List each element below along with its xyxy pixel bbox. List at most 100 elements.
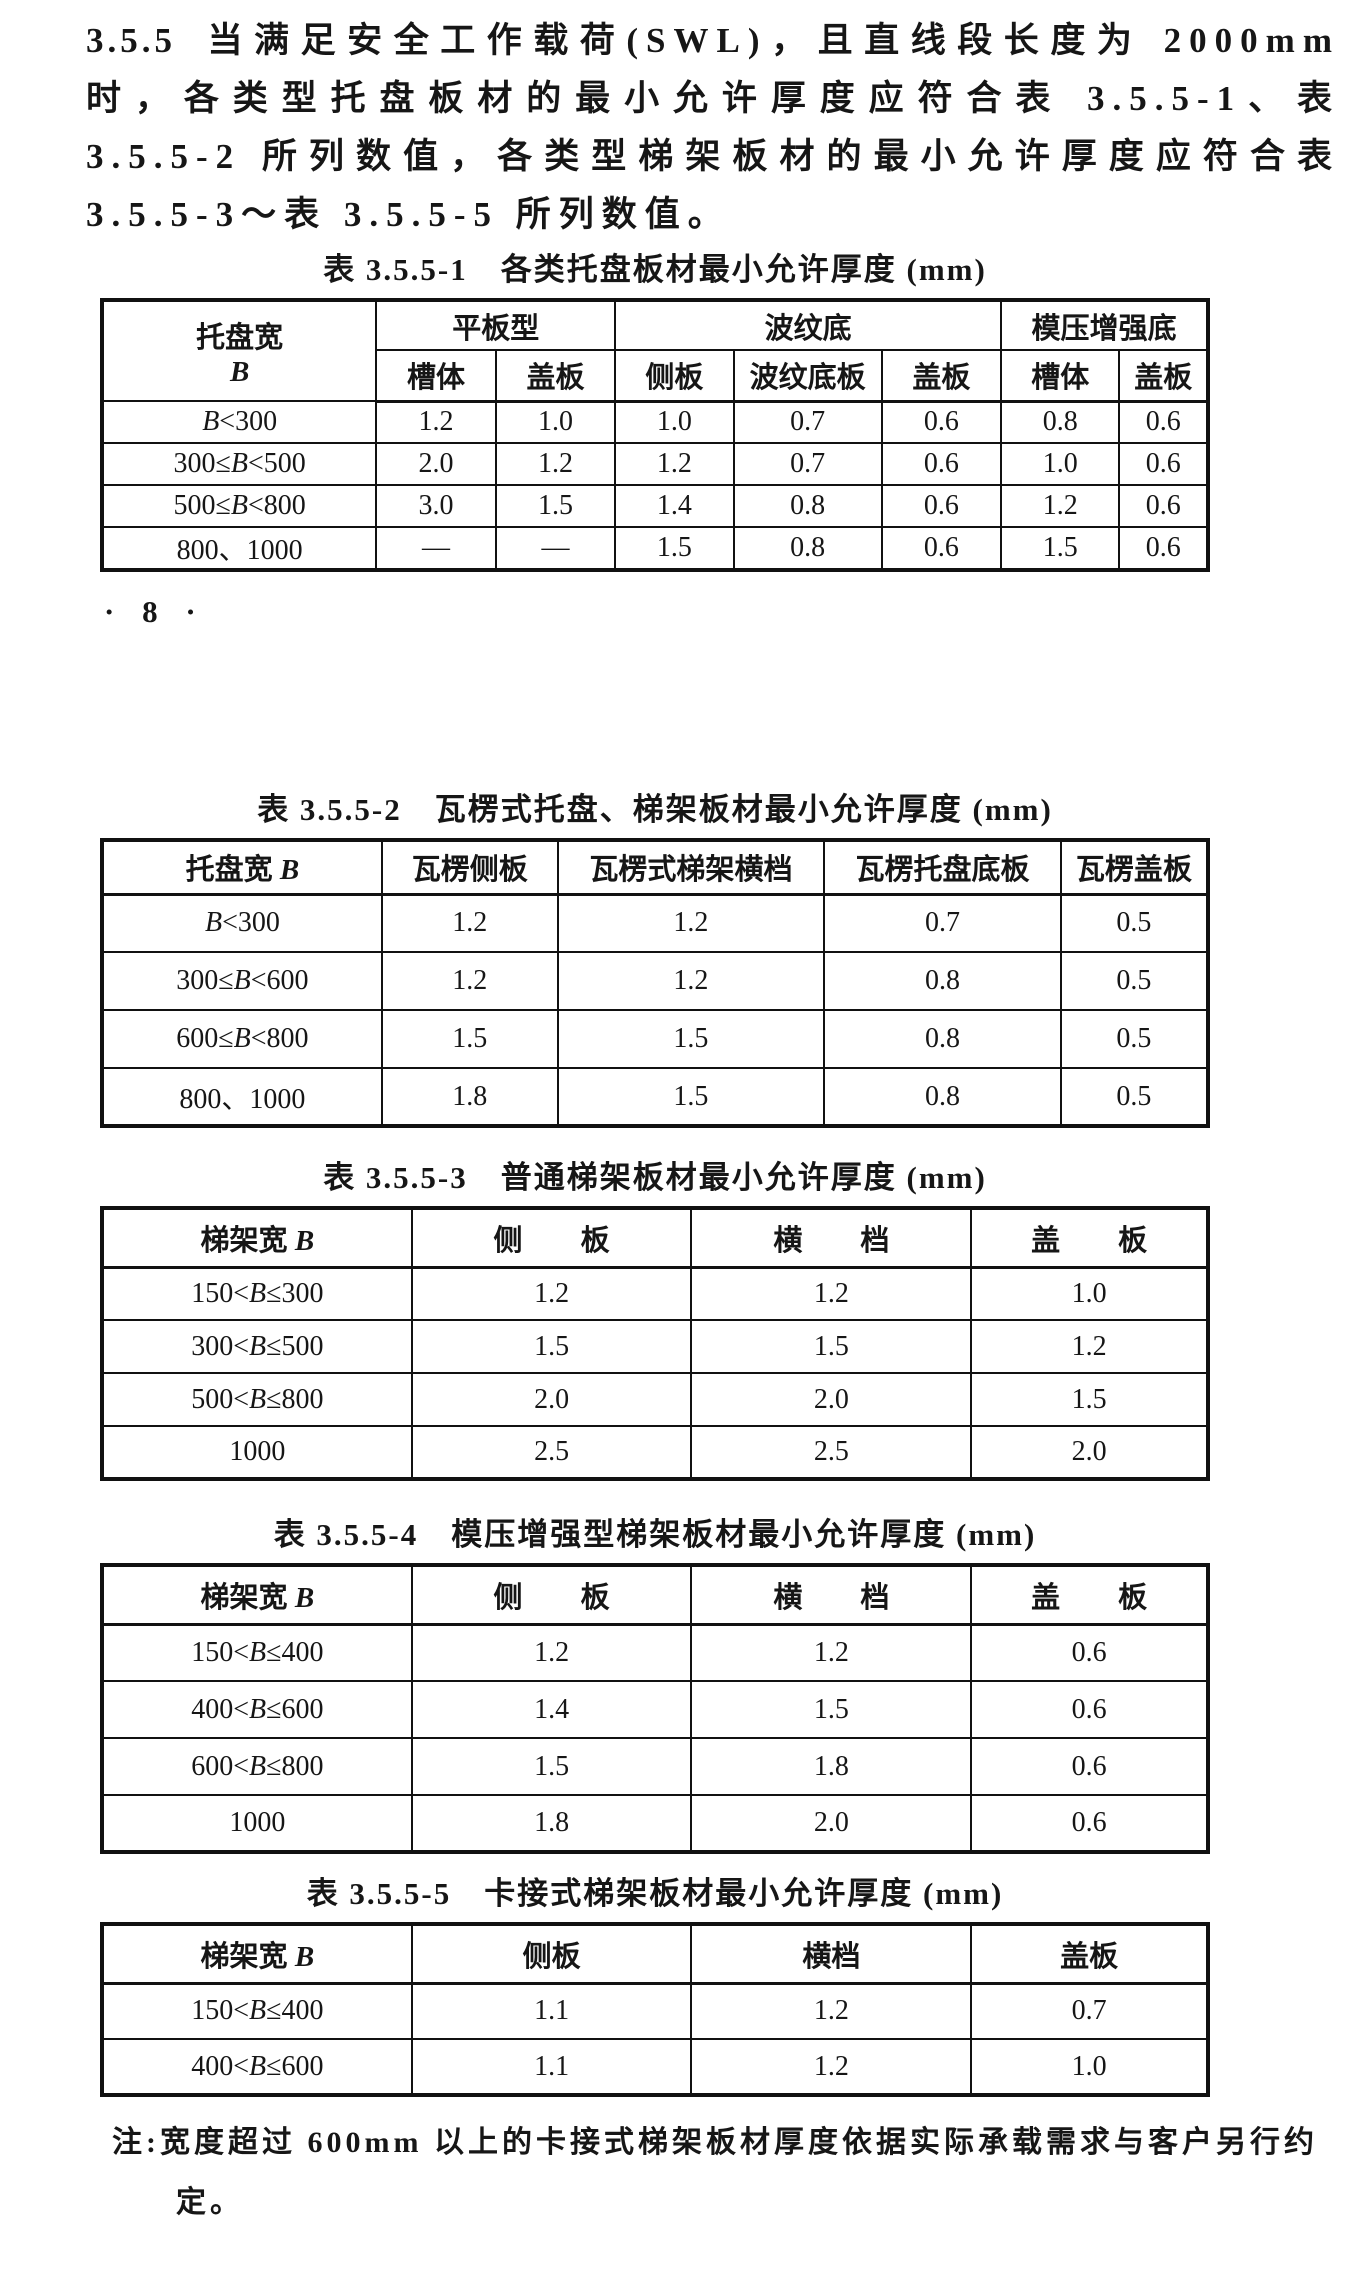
row-label: 1000	[101, 1794, 413, 1853]
value-cell: 0.6	[880, 400, 1003, 444]
table-row: 600≤B<800 1.5 1.5 0.8 0.5	[101, 1009, 1210, 1069]
value-cell: 1.8	[380, 1067, 559, 1127]
width-symbol: B	[248, 1693, 267, 1725]
value-cell: 1.2	[494, 442, 617, 486]
header-row: 槽体 盖板 侧板 波纹底板 盖板 槽体 盖板	[102, 349, 1209, 403]
table-row: 1000 1.8 2.0 0.6	[101, 1794, 1209, 1853]
column-header: 波纹底板	[732, 349, 883, 403]
table-row: 150<B≤300 1.2 1.2 1.0	[101, 1266, 1209, 1321]
value-cell: 2.0	[410, 1372, 693, 1427]
row-label: 500<B≤800	[101, 1372, 413, 1427]
value-cell: 2.0	[970, 1425, 1209, 1480]
note-label: 注:	[112, 2126, 160, 2159]
row-label: 500≤B<800	[100, 484, 378, 528]
value-cell: 0.7	[732, 442, 883, 486]
value-cell: 1.2	[380, 951, 559, 1011]
clause-paragraph: 3.5.5 当满足安全工作载荷(SWL)，且直线段长度为 2000mm 时，各类型…	[86, 12, 1340, 244]
value-cell: 1.8	[410, 1794, 693, 1853]
row-label: 150<B≤400	[101, 1623, 413, 1682]
value-cell: 0.8	[732, 484, 883, 528]
value-cell: 1.5	[690, 1680, 973, 1739]
row-label: 400<B≤600	[101, 1680, 413, 1739]
value-cell: 0.7	[823, 893, 1062, 953]
row-label: 300≤B<500	[100, 442, 378, 486]
value-cell: 1.2	[556, 893, 826, 953]
value-cell: 1.8	[690, 1737, 973, 1796]
value-cell: 1.5	[614, 526, 735, 571]
value-cell: 2.0	[690, 1794, 973, 1853]
row-label: 800、1000	[100, 526, 378, 571]
value-cell: 0.8	[732, 526, 883, 571]
table-row: 600<B≤800 1.5 1.8 0.6	[101, 1737, 1209, 1796]
value-cell: 1.0	[970, 1266, 1209, 1321]
value-cell: 1.0	[1000, 442, 1121, 486]
table-corrugated-min-thickness: 托盘宽 B 瓦楞侧板 瓦楞式梯架横档 瓦楞托盘底板 瓦楞盖板 B<300 1.2 1.2 0.7…	[100, 838, 1210, 1128]
width-symbol: B	[233, 965, 251, 996]
table-row: 500<B≤800 2.0 2.0 1.5	[101, 1372, 1209, 1427]
value-cell: 0.6	[880, 526, 1003, 571]
width-symbol: B	[294, 1224, 315, 1257]
column-header: 侧板	[410, 1923, 693, 1985]
width-symbol: B	[248, 1995, 267, 2027]
row-label: 800、1000	[101, 1067, 383, 1127]
value-cell: 1.2	[690, 2038, 973, 2096]
width-symbol: B	[248, 1636, 267, 1668]
value-cell: 0.5	[1059, 1009, 1210, 1069]
row-label: 300≤B<600	[101, 951, 383, 1011]
value-cell: 0.7	[970, 1982, 1209, 2040]
value-cell: 1.0	[970, 2038, 1209, 2096]
column-header: 瓦楞式梯架横档	[556, 839, 826, 896]
value-cell: 1.4	[410, 1680, 693, 1739]
table-caption-4: 表 3.5.5-4 模压增强型梯架板材最小允许厚度 (mm)	[273, 1517, 1037, 1552]
value-cell: 1.2	[614, 442, 735, 486]
value-cell: 1.2	[970, 1319, 1209, 1374]
table-pallet-min-thickness: 托盘宽 B 平板型 波纹底 模压增强底 槽体 盖板 侧板 波纹底板 盖板 槽体 盖板 B<300 1.2 1…	[100, 298, 1210, 572]
value-cell: 1.5	[410, 1737, 693, 1796]
note-text: 宽度超过 600mm 以上的卡接式梯架板材厚度依据实际承载需求与客户另行约定。	[160, 2126, 1318, 2219]
table-row: 150<B≤400 1.1 1.2 0.7	[101, 1982, 1209, 2040]
value-cell: 2.5	[410, 1425, 693, 1480]
column-header: 托盘宽 B	[100, 299, 378, 402]
table-row: 400<B≤600 1.4 1.5 0.6	[101, 1680, 1209, 1739]
table-ladder-snap-min-thickness: 梯架宽 B 侧板 横档 盖板 150<B≤400 1.1 1.2 0.7 400<B≤600 1.…	[100, 1922, 1210, 2097]
width-symbol: B	[230, 490, 248, 521]
width-symbol: B	[294, 1940, 315, 1973]
column-header: 托盘宽 B	[101, 839, 383, 896]
width-symbol: B	[248, 1330, 267, 1362]
value-cell: 1.0	[494, 400, 617, 444]
column-header: 梯架宽 B	[101, 1923, 413, 1985]
value-cell: 1.2	[380, 893, 559, 953]
value-cell: 1.5	[556, 1009, 826, 1069]
clause-text: 当满足安全工作载荷(SWL)，且直线段长度为 2000mm 时，各类型托盘板材的…	[86, 21, 1340, 234]
table-row: 150<B≤400 1.2 1.2 0.6	[101, 1623, 1209, 1682]
width-symbol: B	[248, 1383, 267, 1415]
width-symbol: B	[279, 854, 300, 887]
row-label: 150<B≤400	[101, 1982, 413, 2040]
value-cell: —	[494, 526, 617, 571]
column-header: 盖板	[970, 1923, 1209, 1985]
value-cell: 0.6	[970, 1794, 1209, 1853]
table-row: 800、1000 1.8 1.5 0.8 0.5	[101, 1067, 1210, 1127]
width-symbol: B	[294, 1581, 315, 1614]
row-label: B<300	[101, 893, 383, 953]
value-cell: 1.1	[410, 1982, 693, 2040]
value-cell: 0.5	[1059, 893, 1210, 953]
row-label: 400<B≤600	[101, 2038, 413, 2096]
column-header: 盖板	[494, 349, 617, 403]
value-cell: 2.0	[375, 442, 497, 486]
table-row: 300≤B<600 1.2 1.2 0.8 0.5	[101, 951, 1210, 1011]
value-cell: 0.6	[880, 442, 1003, 486]
page-number: · 8 ·	[104, 594, 206, 629]
value-cell: 0.5	[1059, 951, 1210, 1011]
value-cell: 0.5	[1059, 1067, 1210, 1127]
value-cell: 1.5	[970, 1372, 1209, 1427]
value-cell: 1.5	[410, 1319, 693, 1374]
table-caption-3: 表 3.5.5-3 普通梯架板材最小允许厚度 (mm)	[323, 1160, 987, 1195]
table-row: 800、1000— —1.5 0.8 0.6 1.5 0.6	[100, 526, 1209, 571]
header-line: 托盘宽	[196, 321, 284, 354]
column-header: 槽体	[1000, 349, 1121, 403]
